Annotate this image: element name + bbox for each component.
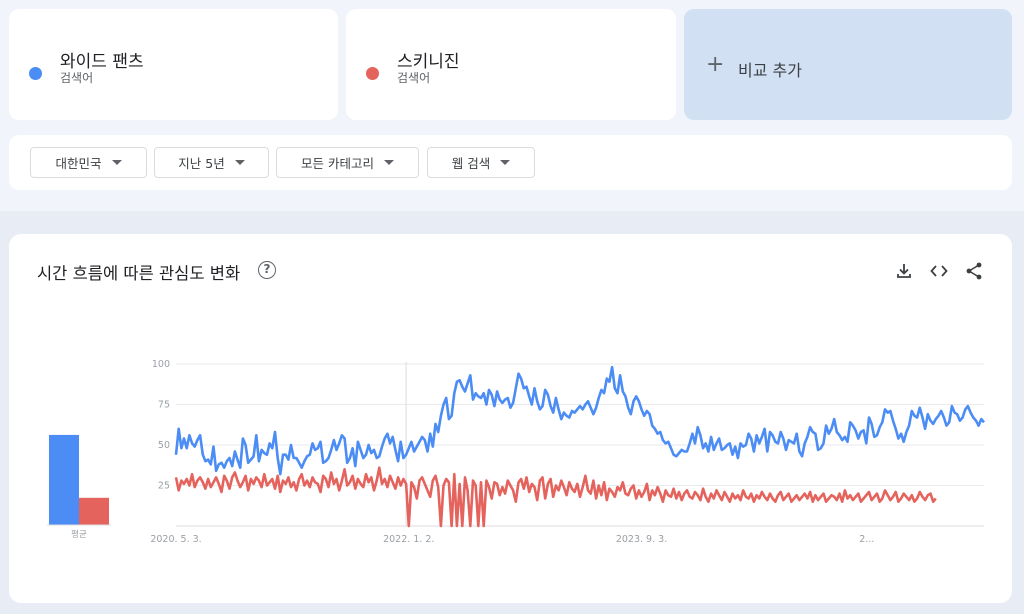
average-bar [49, 434, 79, 525]
trend-chart: 평균 100 75 50 25 2020. 5. 3. 2022. 1. 2. 2023. … [47, 359, 985, 545]
category-filter[interactable]: 모든 카테고리 [276, 147, 419, 178]
x-tick-label: 2023. 9. 3. [616, 534, 667, 545]
y-tick-label: 25 [158, 481, 170, 492]
term-type: 검색어 [397, 71, 431, 85]
caret-down-icon [500, 160, 511, 165]
caret-down-icon [383, 160, 394, 165]
x-tick-label: 2020. 5. 3. [150, 534, 201, 545]
search-term-card-2[interactable]: 스키니진 검색어 [346, 9, 676, 120]
interest-over-time-card: 시간 흐름에 따른 관심도 변화 ? 평균 100 75 50 25 2020. 5. … [9, 234, 1012, 603]
term-color-dot [366, 67, 379, 80]
search-type-filter-label: 웹 검색 [451, 156, 491, 171]
search-type-filter[interactable]: 웹 검색 [427, 147, 535, 178]
series-line [174, 466, 937, 528]
chart-title: 시간 흐름에 따른 관심도 변화 [37, 264, 241, 283]
share-icon[interactable] [964, 261, 984, 281]
series-line [174, 365, 985, 476]
caret-down-icon [111, 160, 122, 165]
category-filter-label: 모든 카테고리 [301, 156, 374, 171]
y-tick-label: 50 [158, 440, 170, 451]
axis-ticks: 100 75 50 25 2020. 5. 3. 2022. 1. 2. 2023. 9. … [150, 359, 874, 545]
download-icon[interactable] [894, 261, 914, 281]
filter-bar: 대한민국 지난 5년 모든 카테고리 웹 검색 [9, 135, 1012, 190]
x-tick-label: 2... [859, 534, 874, 545]
add-comparison-label: 비교 추가 [738, 61, 802, 80]
term-color-dot [29, 67, 42, 80]
average-bars: 평균 [47, 434, 111, 540]
term-name[interactable]: 와이드 팬츠 [60, 52, 144, 72]
add-comparison-button[interactable]: + 비교 추가 [684, 9, 1012, 120]
help-icon[interactable]: ? [258, 261, 276, 279]
y-tick-label: 100 [152, 359, 170, 370]
embed-code-icon[interactable] [929, 261, 949, 281]
x-tick-label: 2022. 1. 2. [383, 534, 434, 545]
search-term-card-1[interactable]: 와이드 팬츠 검색어 [9, 9, 338, 120]
time-range-filter-label: 지난 5년 [178, 156, 225, 171]
average-bar [79, 497, 109, 525]
time-range-filter[interactable]: 지난 5년 [154, 147, 269, 178]
term-type: 검색어 [60, 71, 94, 85]
region-filter[interactable]: 대한민국 [30, 147, 147, 178]
region-filter-label: 대한민국 [55, 156, 102, 171]
plus-icon: + [706, 52, 725, 77]
chart-grid [176, 362, 984, 527]
caret-down-icon [234, 160, 245, 165]
average-label: 평균 [71, 529, 87, 540]
term-name[interactable]: 스키니진 [397, 52, 460, 72]
series-lines [174, 365, 985, 528]
y-tick-label: 75 [158, 400, 170, 411]
